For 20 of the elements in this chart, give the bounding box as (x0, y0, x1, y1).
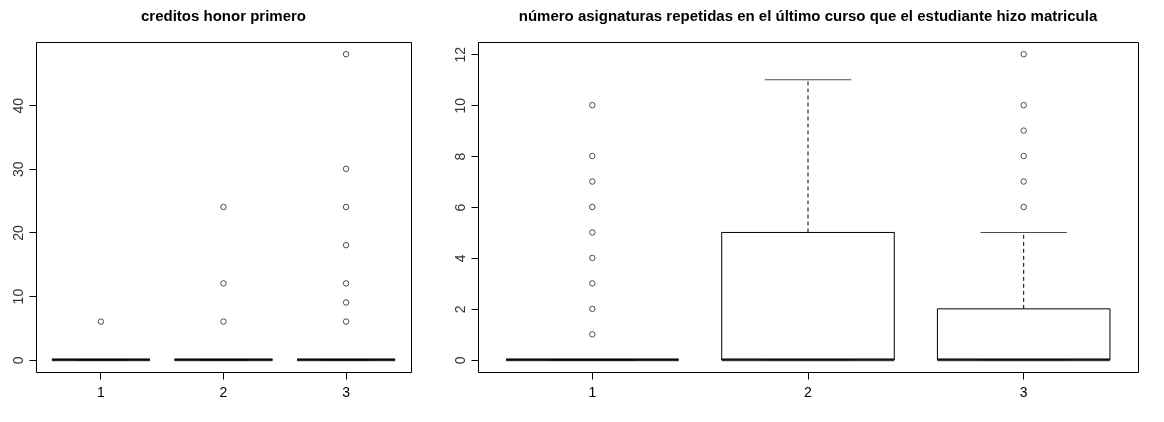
x-tick-label: 3 (342, 383, 351, 400)
y-tick-label: 4 (451, 254, 468, 263)
y-tick-label: 6 (451, 203, 468, 212)
y-tick-label: 40 (9, 97, 26, 114)
y-tick-label: 0 (451, 356, 468, 365)
y-tick-label: 30 (9, 161, 26, 178)
y-tick-label: 0 (9, 356, 26, 365)
y-tick-label: 10 (9, 288, 26, 305)
y-tick-label: 10 (451, 97, 468, 114)
x-tick-label: 3 (1019, 383, 1028, 400)
chart-title: número asignaturas repetidas en el último curso que el estudiante hizo matricula (518, 7, 1098, 24)
chart-title: creditos honor primero (140, 7, 307, 24)
x-tick-label: 2 (219, 383, 228, 400)
x-tick-label: 1 (588, 383, 597, 400)
y-tick-label: 12 (451, 46, 468, 63)
x-tick-label: 1 (97, 383, 106, 400)
y-tick-label: 20 (9, 224, 26, 241)
y-tick-label: 2 (451, 305, 468, 314)
y-tick-label: 8 (451, 152, 468, 161)
x-tick-label: 2 (804, 383, 813, 400)
